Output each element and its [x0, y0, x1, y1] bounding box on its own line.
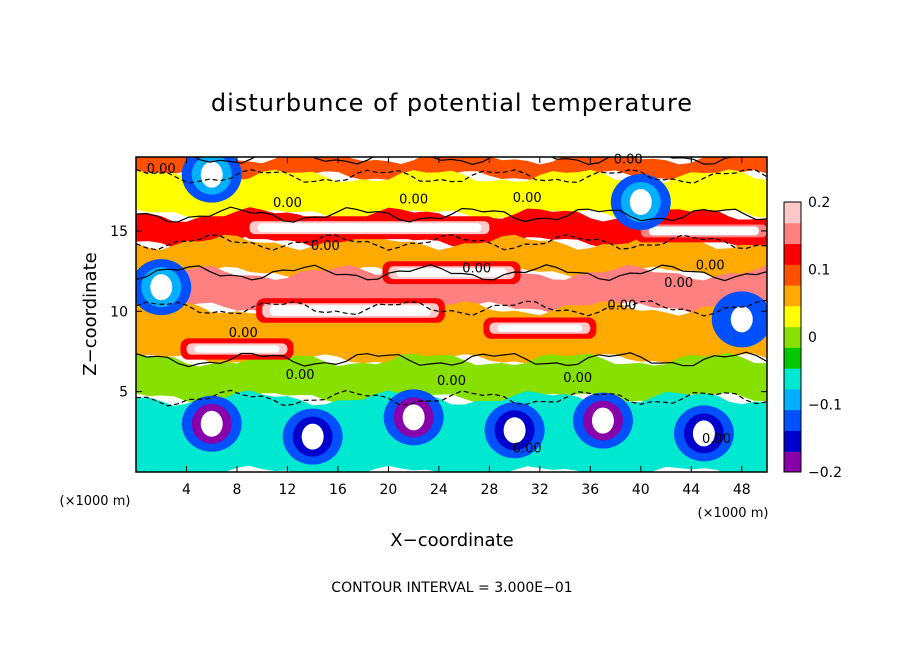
x-tick-label: 32 [531, 482, 549, 498]
low-cell-center [200, 410, 223, 437]
low-cell-center [301, 423, 324, 450]
color-band [136, 157, 767, 183]
color-cores [180, 216, 767, 360]
plot-area [136, 157, 767, 472]
chart-title: disturbunce of potential temperature [211, 89, 693, 117]
y-axis-label: Z−coordinate [80, 252, 101, 375]
colorbar-tick-label: −0.2 [808, 465, 842, 481]
color-bands [136, 157, 767, 472]
low-cell-center [503, 417, 526, 444]
contour-label: 0.00 [664, 276, 693, 291]
contour-line [136, 264, 767, 282]
low-cell-center [150, 274, 173, 301]
x-unit-right: (×1000 m) [698, 506, 769, 521]
contour-label: 0.00 [563, 371, 592, 386]
x-tick-label: 4 [182, 482, 191, 498]
x-tick-label: 12 [279, 482, 297, 498]
contour-line [136, 206, 767, 223]
x-tick-label: 16 [329, 482, 347, 498]
colorbar-frame [783, 201, 802, 473]
colorbar-swatch [784, 451, 801, 473]
x-axis-ticks: 4 8 12 16 20 24 28 32 36 40 44 48 [182, 157, 751, 498]
contour-interval-note: CONTOUR INTERVAL = 3.000E−01 [331, 580, 572, 596]
color-band [136, 169, 767, 221]
colorbar-tick-label: 0.2 [808, 195, 830, 211]
colorbar-tick-label: 0.1 [808, 263, 830, 279]
core-center [396, 268, 507, 278]
color-band [136, 352, 767, 404]
x-tick-label: 40 [632, 482, 650, 498]
x-tick-label: 44 [682, 482, 700, 498]
colorbar-swatch [784, 264, 801, 286]
colorbar-swatch [784, 243, 801, 265]
core-center [194, 345, 280, 353]
colorbar-swatch [784, 326, 801, 348]
low-cell-center [730, 306, 753, 333]
x-tick-label: 48 [733, 482, 751, 498]
contour-label: 0.00 [399, 193, 428, 208]
contour-label: 0.00 [462, 262, 491, 277]
contour-label: 0.00 [311, 239, 340, 254]
contour-label: 0.00 [513, 442, 542, 457]
x-tick-label: 20 [379, 482, 397, 498]
contour-label: 0.00 [607, 299, 636, 314]
x-tick-label: 8 [232, 482, 241, 498]
contour-label: 0.00 [147, 162, 176, 177]
contour-label: 0.00 [229, 326, 258, 341]
x-unit-left: (×1000 m) [60, 494, 131, 509]
low-cells [136, 157, 767, 465]
colorbar-swatch [784, 388, 801, 411]
contour-label: 0.00 [614, 152, 643, 167]
colorbar-swatch [784, 368, 801, 390]
y-axis-ticks: 5 10 15 [110, 224, 767, 401]
colorbar-tick-label: 0 [808, 330, 817, 346]
colorbar-swatch [784, 347, 801, 369]
low-cell-center [692, 420, 715, 447]
colorbar-swatch [784, 222, 801, 245]
contour-label: 0.00 [286, 368, 315, 383]
contour-line [136, 234, 767, 251]
low-cell-center [200, 161, 223, 188]
contour-line [136, 299, 767, 317]
colorbar-tick-label: −0.1 [808, 398, 842, 414]
plot-frame [135, 156, 768, 473]
colorbar-swatch [784, 305, 801, 328]
contour-line [136, 168, 767, 184]
color-band [136, 234, 767, 280]
core-center [257, 223, 482, 233]
colorbar-swatch [784, 285, 801, 307]
y-tick-label: 10 [110, 304, 128, 320]
contour-label: 0.00 [437, 374, 466, 389]
x-axis-label: X−coordinate [390, 530, 513, 551]
x-tick-label: 36 [581, 482, 599, 498]
contour-labels: 0.000.00 0.00 0.000.000.000.000.000.000.00… [147, 152, 731, 456]
low-cell-center [629, 189, 652, 215]
contour-label: 0.00 [513, 191, 542, 206]
contour-line [136, 389, 767, 407]
colorbar: 0.2 0.1 0 −0.1 −0.2 [783, 195, 842, 481]
colorbar-swatch [784, 202, 801, 224]
contour-label: 0.00 [702, 432, 731, 447]
low-cell-center [591, 407, 614, 434]
contour-line [136, 351, 767, 368]
contour-line [136, 157, 747, 166]
x-tick-label: 24 [430, 482, 448, 498]
colorbar-swatch [784, 409, 801, 431]
contour-label: 0.00 [696, 259, 725, 274]
contour-lines [136, 157, 767, 407]
core-center [497, 324, 583, 332]
y-tick-label: 5 [119, 385, 128, 401]
x-tick-label: 28 [480, 482, 498, 498]
low-cell-center [402, 404, 425, 431]
contour-label: 0.00 [273, 196, 302, 211]
colorbar-swatch [784, 430, 801, 452]
core-center [270, 305, 431, 316]
y-tick-label: 15 [110, 224, 128, 240]
core-center [648, 226, 759, 236]
